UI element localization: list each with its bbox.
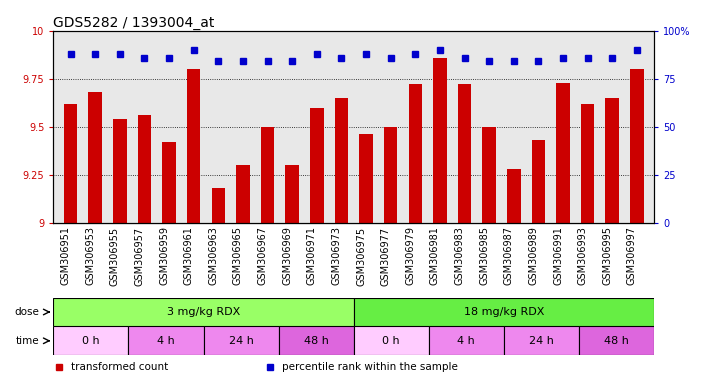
Bar (433, 58, 447, 223)
Text: GSM306989: GSM306989 (528, 227, 538, 285)
Text: GSM306993: GSM306993 (577, 227, 587, 285)
Bar (384, 127, 397, 223)
Bar (88, 92, 102, 223)
Text: GDS5282 / 1393004_at: GDS5282 / 1393004_at (53, 16, 215, 30)
Bar (64, 104, 77, 223)
Text: GSM306973: GSM306973 (331, 227, 341, 285)
Bar (353, 298, 654, 326)
Bar (429, 326, 504, 355)
Bar (409, 84, 422, 223)
Text: GSM306967: GSM306967 (257, 227, 267, 285)
Bar (212, 188, 225, 223)
Text: GSM306955: GSM306955 (109, 227, 120, 286)
Bar (579, 326, 654, 355)
Text: 24 h: 24 h (529, 336, 554, 346)
Bar (507, 169, 520, 223)
Text: GSM306991: GSM306991 (553, 227, 563, 285)
Bar (606, 98, 619, 223)
Text: dose: dose (15, 307, 40, 317)
Bar (556, 83, 570, 223)
Text: GSM306985: GSM306985 (479, 227, 489, 285)
Text: 48 h: 48 h (304, 336, 328, 346)
Bar (353, 326, 429, 355)
Text: GSM306983: GSM306983 (454, 227, 464, 285)
Bar (335, 98, 348, 223)
Bar (129, 326, 203, 355)
Bar (482, 127, 496, 223)
Bar (162, 142, 176, 223)
Text: GSM306965: GSM306965 (233, 227, 243, 285)
Text: 3 mg/kg RDX: 3 mg/kg RDX (167, 307, 240, 317)
Text: GSM306981: GSM306981 (430, 227, 440, 285)
Bar (630, 69, 643, 223)
Bar (187, 69, 201, 223)
Bar (138, 115, 151, 223)
Text: GSM306951: GSM306951 (60, 227, 70, 285)
Text: 0 h: 0 h (82, 336, 100, 346)
Text: 24 h: 24 h (229, 336, 254, 346)
Bar (458, 84, 471, 223)
Bar (53, 326, 129, 355)
Text: GSM306959: GSM306959 (159, 227, 169, 285)
Text: 4 h: 4 h (457, 336, 475, 346)
Text: time: time (16, 336, 40, 346)
Text: GSM306957: GSM306957 (134, 227, 144, 286)
Bar (359, 134, 373, 223)
Bar (236, 165, 250, 223)
Bar (504, 326, 579, 355)
Bar (203, 326, 279, 355)
Text: GSM306975: GSM306975 (356, 227, 366, 286)
Text: GSM306987: GSM306987 (504, 227, 514, 285)
Text: GSM306961: GSM306961 (183, 227, 193, 285)
Text: 18 mg/kg RDX: 18 mg/kg RDX (464, 307, 544, 317)
Bar (279, 326, 353, 355)
Text: GSM306997: GSM306997 (627, 227, 637, 285)
Text: GSM306963: GSM306963 (208, 227, 218, 285)
Bar (53, 298, 353, 326)
Text: percentile rank within the sample: percentile rank within the sample (282, 362, 457, 372)
Text: GSM306979: GSM306979 (405, 227, 415, 285)
Bar (113, 119, 127, 223)
Bar (261, 127, 274, 223)
Bar (532, 140, 545, 223)
Text: GSM306969: GSM306969 (282, 227, 292, 285)
Text: GSM306953: GSM306953 (85, 227, 95, 285)
Text: GSM306995: GSM306995 (602, 227, 612, 285)
Text: 48 h: 48 h (604, 336, 629, 346)
Bar (285, 165, 299, 223)
Bar (581, 104, 594, 223)
Text: GSM306977: GSM306977 (380, 227, 390, 286)
Bar (310, 108, 324, 223)
Text: 4 h: 4 h (157, 336, 175, 346)
Text: GSM306971: GSM306971 (306, 227, 317, 285)
Text: transformed count: transformed count (71, 362, 169, 372)
Text: 0 h: 0 h (383, 336, 400, 346)
